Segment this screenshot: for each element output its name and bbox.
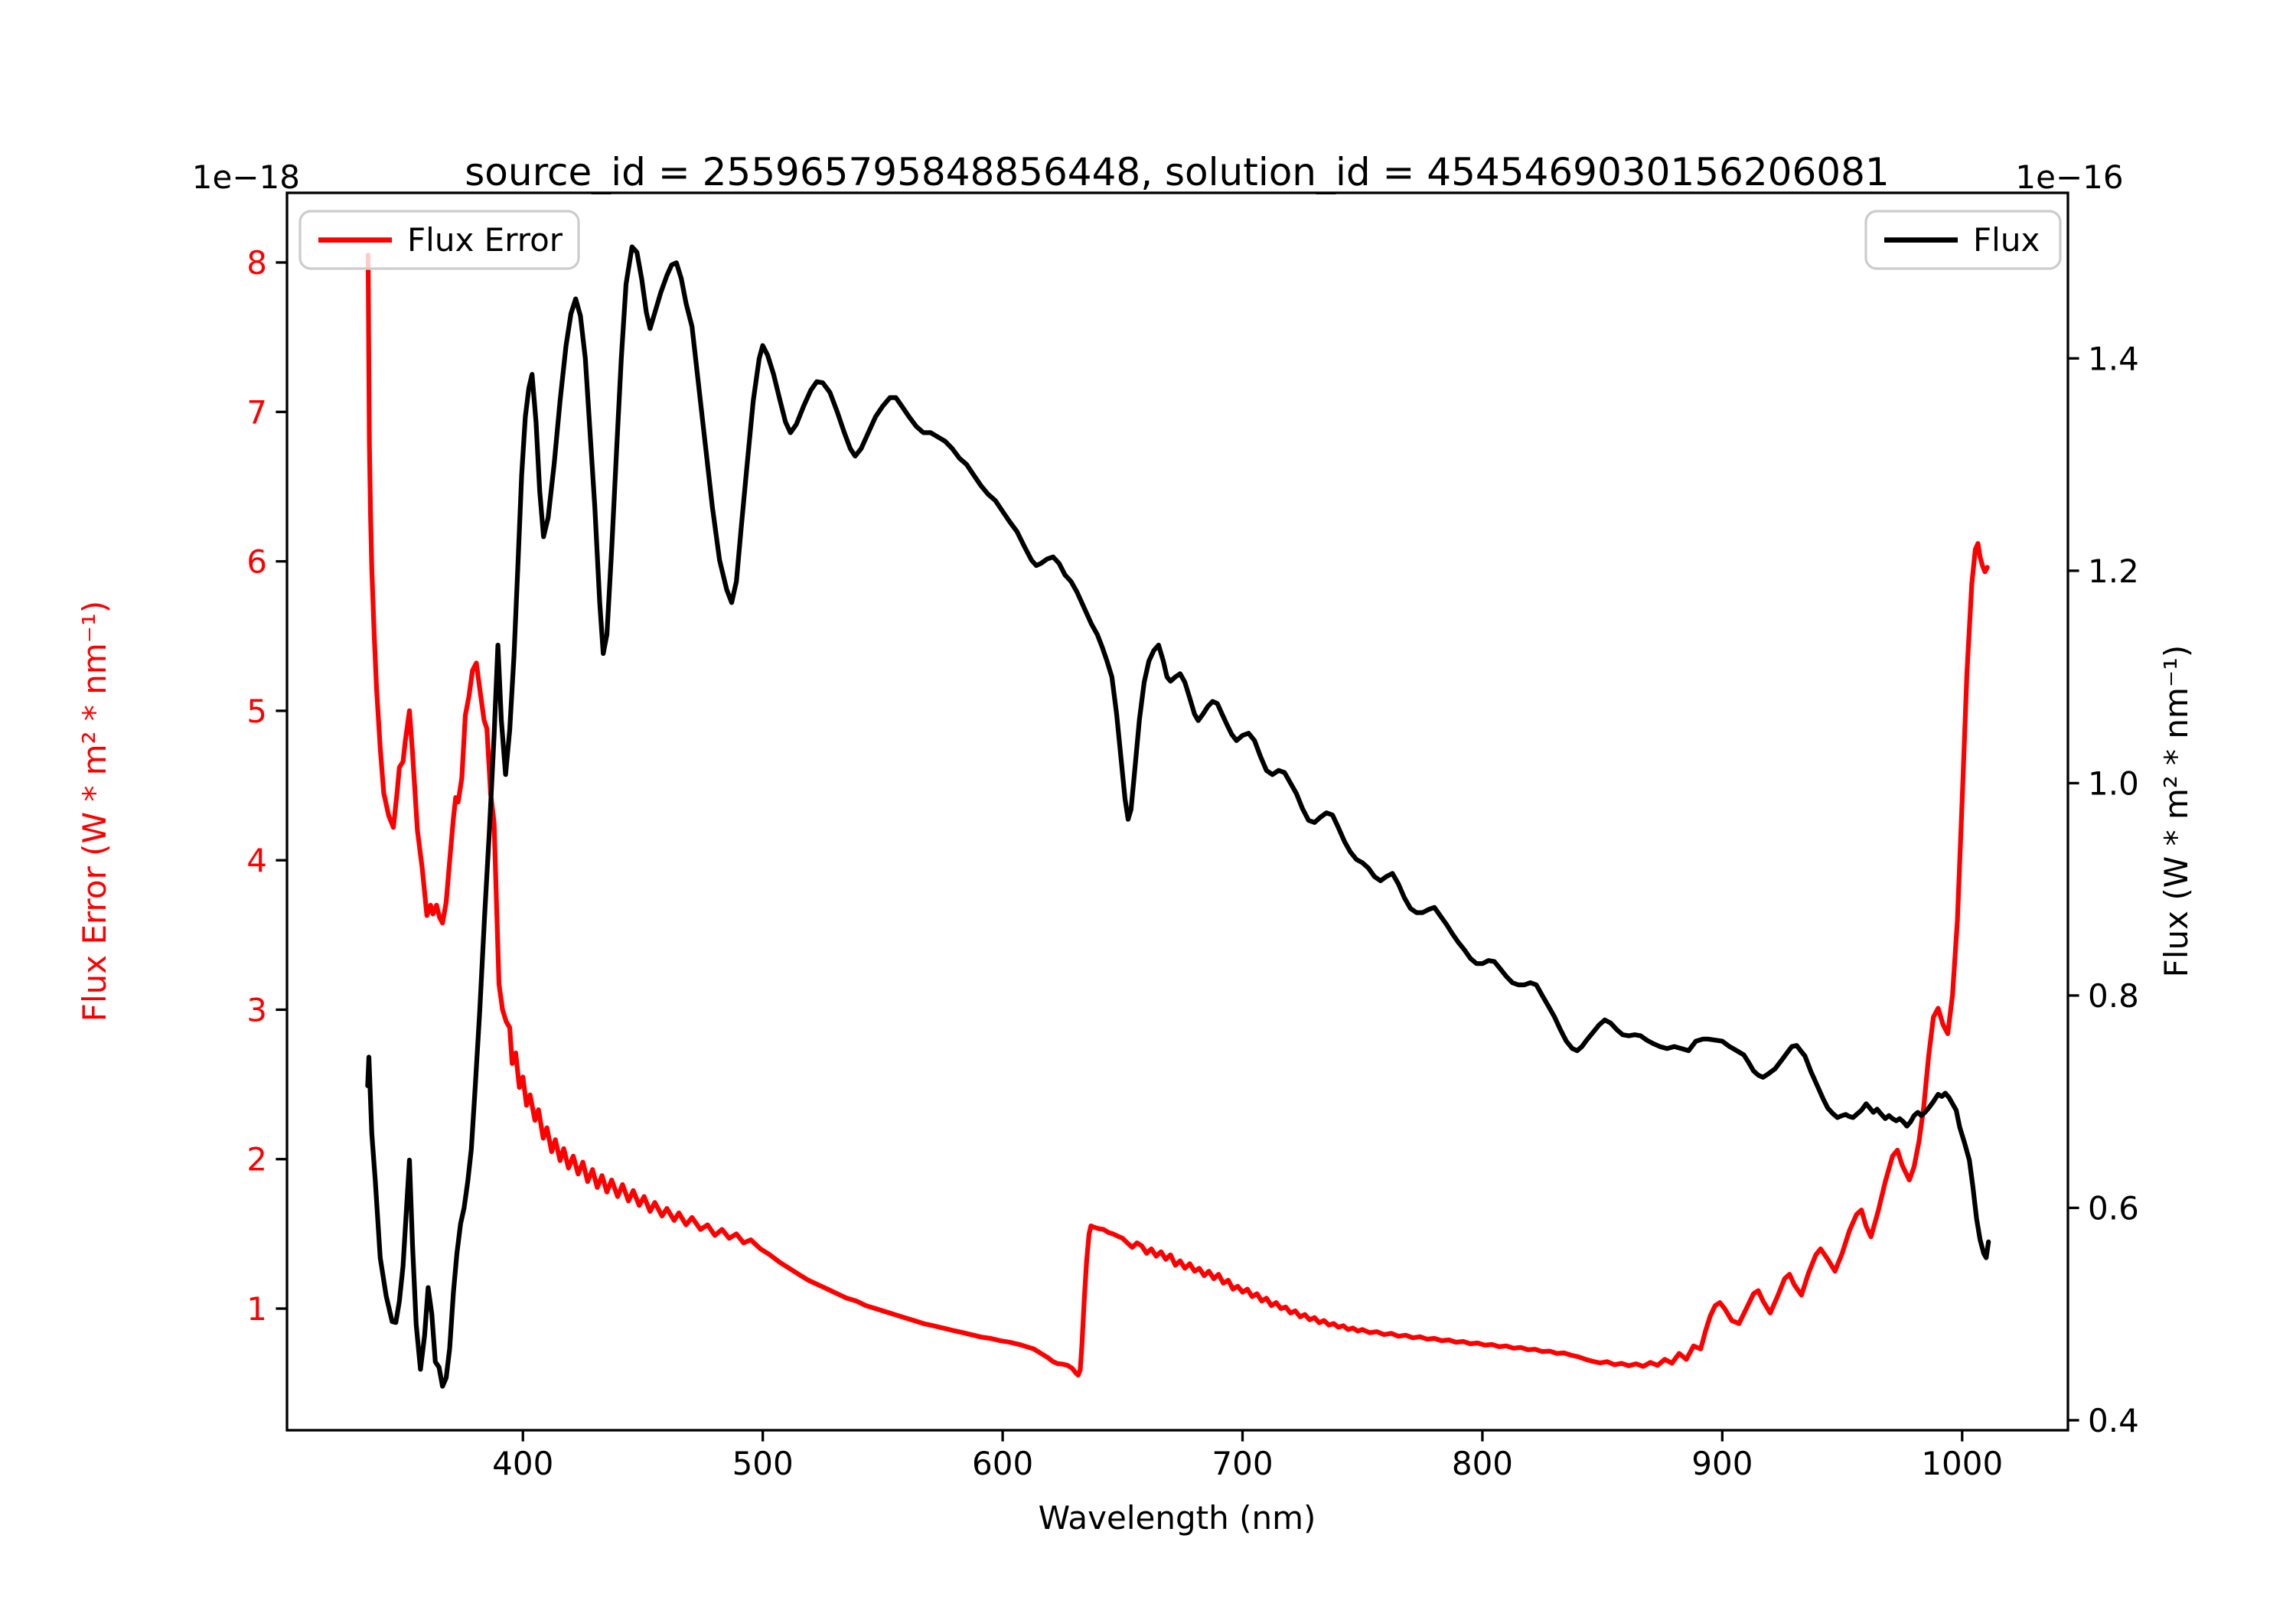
x-tick-label: 400	[492, 1445, 553, 1482]
x-tick-label: 900	[1691, 1445, 1753, 1482]
right-axis-ticks: 0.4 0.6 0.8 1.0 1.2 1.4	[2068, 340, 2139, 1439]
left-axis-ticks: 1 2 3 4 5 6 7 8	[246, 244, 287, 1328]
flux-line	[365, 244, 1991, 1389]
legend-flux: Flux	[1864, 210, 2062, 270]
legend-label-flux: Flux	[1973, 221, 2040, 259]
legend-box	[1864, 210, 2062, 270]
y-axis-label-left: Flux Error (W * m² * nm⁻¹)	[76, 601, 113, 1022]
flux-error-line	[365, 253, 1990, 1378]
offset-text-right: 1e−16	[2015, 158, 2123, 196]
x-tick-label: 500	[732, 1445, 794, 1482]
chart-title: source_id = 255965795848856448, solution…	[465, 150, 1889, 194]
right-tick-label: 0.6	[2088, 1189, 2139, 1227]
right-tick-label: 1.0	[2088, 764, 2139, 802]
legend-flux-error: Flux Error	[298, 210, 580, 270]
plot-border	[285, 191, 2069, 1432]
right-tick-label: 0.4	[2088, 1402, 2139, 1439]
left-tick-label: 2	[246, 1141, 267, 1178]
legend-box	[298, 210, 580, 270]
left-tick-label: 6	[246, 543, 267, 581]
x-tick-label: 1000	[1921, 1445, 2003, 1482]
right-tick-label: 1.2	[2088, 553, 2139, 590]
left-tick-label: 4	[246, 842, 267, 879]
legend-label-flux-error: Flux Error	[407, 221, 563, 259]
y-axis-label-right: Flux (W * m² * nm⁻¹)	[2157, 645, 2195, 978]
left-tick-label: 1	[246, 1290, 267, 1328]
right-tick-label: 0.8	[2088, 977, 2139, 1015]
offset-text-left: 1e−18	[192, 158, 300, 196]
x-tick-label: 600	[972, 1445, 1033, 1482]
x-axis-label: Wavelength (nm)	[1039, 1499, 1316, 1537]
left-tick-label: 3	[246, 991, 267, 1028]
x-tick-label: 700	[1212, 1445, 1273, 1482]
x-axis-ticks: 400 500 600 700 800 900 1000	[492, 1430, 2003, 1482]
left-tick-label: 7	[246, 393, 267, 431]
left-tick-label: 8	[246, 244, 267, 282]
left-tick-label: 5	[246, 693, 267, 730]
x-tick-label: 800	[1452, 1445, 1513, 1482]
right-tick-label: 1.4	[2088, 340, 2139, 377]
